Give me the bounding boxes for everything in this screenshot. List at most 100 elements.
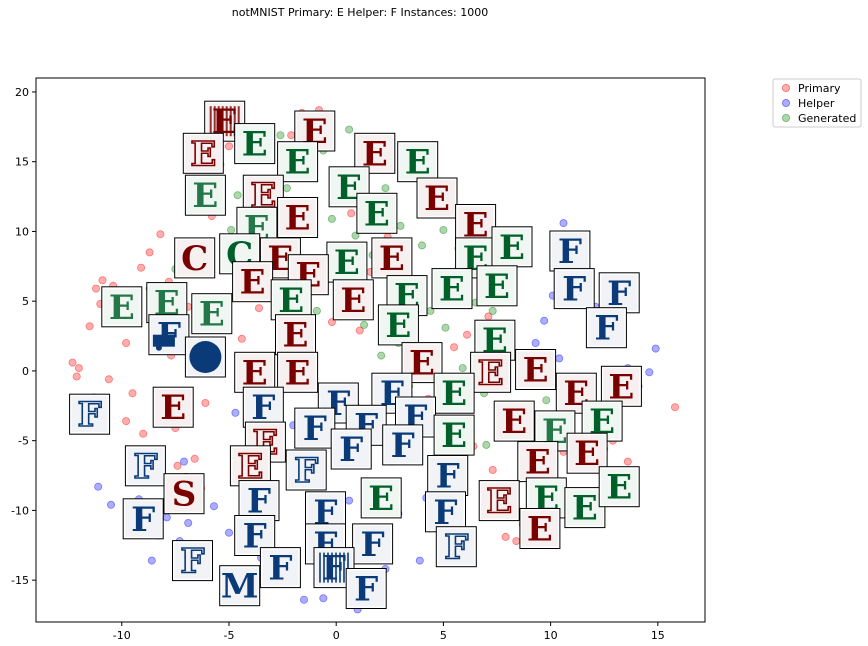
thumbnail-letter: F [444,528,468,568]
point-primary-58 [623,457,632,466]
thumbnail-frame [330,428,372,470]
thumbnail-tint [494,228,530,265]
thumbnail-helper-34: F [598,272,640,314]
point-helper-55 [179,457,188,466]
thumbnail-letter: F [607,274,631,314]
thumbnail-tint [481,482,518,519]
thumbnail-tint [429,457,466,494]
point-helper-54 [651,344,660,353]
point-primary-79 [254,304,263,313]
thumbnail-letter: E [486,482,512,522]
thumbnail-letter: E [525,443,551,483]
thumbnail-letter: F [78,395,102,435]
thumbnail-primary-17: E [259,237,301,279]
point-primary-47 [501,532,510,541]
thumbnail-frame [328,166,370,208]
thumbnail-frame [234,123,276,165]
point-primary-59 [671,403,680,412]
point-generated-59 [542,396,551,405]
legend-marker-helper [782,99,791,108]
thumbnail-letter: E [527,510,553,550]
thumbnail-frame [491,226,533,268]
thumbnail-helper-40 [184,336,226,378]
point-primary-3 [85,322,94,331]
point-helper-0 [94,482,103,491]
thumbnail-tint [436,417,473,454]
thumbnail-tint [279,199,316,236]
thumbnail-frame [382,424,424,466]
thumbnail-tint [380,306,417,343]
point-helper-34 [540,316,549,325]
thumbnail-helper-63: F [382,424,424,466]
thumbnail-letter: E [192,176,218,216]
thumbnail-tint [419,180,455,216]
thumbnail-frame [416,177,458,219]
thumbnail-letter: F [303,409,327,449]
thumbnail-letter: E [606,468,632,508]
thumbnail-generated-18: E [326,241,368,283]
thumbnail-letter: F [433,493,457,533]
thumbnail-generated-6: E [397,141,439,183]
point-primary-42 [450,343,459,352]
thumbnail-helper-71: F [238,480,280,522]
thumbnail-letter: E [368,479,394,519]
thumbnail-frame [232,261,274,303]
thumbnail-frame [352,523,394,565]
thumbnail-letter: E [405,143,431,183]
thumbnail-tint [354,525,391,562]
thumbnail-letter: E [242,125,268,165]
y-tick-label: 0 [22,365,29,378]
thumbnail-frame [184,174,226,216]
thumbnail-tint [517,351,554,388]
axes: -10 -5 0 5 10 15 -15 -10 -5 0 5 10 15 20 [11,86,665,642]
point-primary-5 [92,284,101,293]
stripe [209,106,212,137]
thumbnail-letter: F [361,525,385,565]
point-generated-18 [488,306,497,315]
thumbnail-tint [479,267,515,304]
thumbnail-primary-70: S [163,473,205,515]
thumbnail-generated-8: E [184,174,226,216]
point-helper-35 [531,338,540,347]
thumbnail-tint [245,389,282,426]
thumbnail-truck-body [152,334,175,347]
thumbnail-frame [152,386,194,428]
point-primary-11 [122,417,131,426]
point-generated-44 [360,320,369,329]
thumbnail-tint [496,403,533,440]
stripe [343,552,345,583]
thumbnail-frame [238,480,280,522]
point-primary-48 [512,537,521,546]
thumbnail-letter: E [285,353,311,393]
thumbnail-tint [384,426,421,463]
thumbnail-frame [360,477,402,519]
point-generated-22 [327,214,336,223]
thumbnail-frame [172,540,213,582]
thumbnail-letter: E [574,434,600,474]
legend-label-generated: Generated [798,112,856,125]
thumbnail-letter: F [594,309,618,349]
legend-box [772,78,862,128]
stripe [319,552,321,583]
stripe [213,106,216,137]
thumbnail-frame [191,293,233,335]
thumbnail-letter: E [484,267,510,307]
thumbnail-tint [71,396,108,433]
thumbnail-tint [436,375,473,412]
point-helper-4 [162,513,171,522]
thumbnail-tint [273,281,310,318]
thumbnail-primary-1: E [182,132,224,175]
thumbnail-primary-58: E [493,400,535,442]
thumbnail-tint [288,452,325,488]
thumbnail-letter: E [499,228,525,268]
thumbnail-tint [328,244,365,281]
stripe [229,106,232,137]
thumbnail-tint [356,135,393,172]
thumbnail-letter: F [133,447,157,487]
stripe [217,106,220,137]
thumbnail-letter: E [285,199,311,239]
thumbnail-tint [193,295,230,332]
plot-frame [35,77,706,623]
thumbnail-frame [277,197,319,238]
thumbnail-tint [277,316,314,353]
